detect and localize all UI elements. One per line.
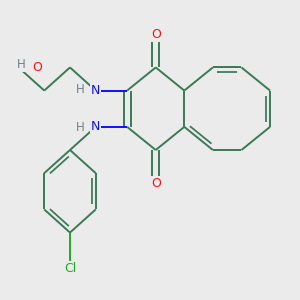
Text: O: O [32, 61, 42, 74]
Text: Cl: Cl [64, 262, 76, 275]
Text: H: H [76, 83, 84, 96]
Text: N: N [91, 84, 100, 97]
Text: O: O [151, 176, 161, 190]
Text: O: O [151, 28, 161, 41]
Text: N: N [91, 120, 100, 134]
Text: H: H [17, 58, 26, 71]
Text: H: H [76, 121, 84, 134]
